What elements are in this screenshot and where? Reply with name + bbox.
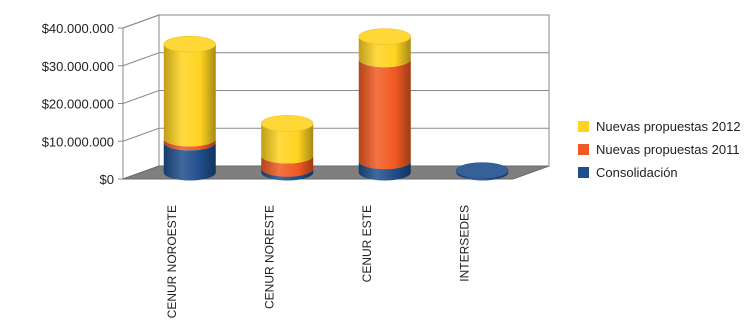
bar-top	[261, 115, 314, 132]
bar-stack	[456, 162, 509, 181]
gridline	[122, 14, 549, 29]
bar-stack	[358, 28, 411, 181]
gridlines	[122, 14, 549, 142]
legend-label-2012: Nuevas propuestas 2012	[596, 119, 741, 134]
bar-stack	[163, 35, 216, 181]
bar-segment	[456, 170, 509, 181]
legend-swatch-2012	[578, 121, 589, 132]
bar-segment	[163, 44, 216, 147]
category-labels: CENUR NOROESTE CENUR NORESTE CENUR ESTE INT…	[165, 205, 472, 318]
legend: Nuevas propuestas 2012 Nuevas propuestas…	[578, 118, 750, 187]
legend-label-consolidacion: Consolidación	[596, 165, 678, 180]
legend-item-2012: Nuevas propuestas 2012	[578, 118, 750, 135]
category-label: CENUR NORESTE	[262, 205, 276, 309]
category-label: CENUR ESTE	[360, 205, 374, 282]
category-label: INTERSEDES	[457, 205, 471, 282]
bar-segment	[358, 36, 411, 68]
y-tick-label: $20.000.000	[42, 97, 114, 112]
bar-segment	[261, 155, 314, 177]
bar-top	[456, 162, 509, 179]
bar-segment	[358, 59, 411, 170]
bar-stack	[261, 115, 314, 181]
y-tick-label: $30.000.000	[42, 59, 114, 74]
legend-swatch-consolidacion	[578, 167, 589, 178]
legend-swatch-2011	[578, 144, 589, 155]
bar-segment	[163, 138, 216, 151]
bar-segment	[261, 123, 314, 164]
bar-segment	[163, 142, 216, 181]
legend-item-consolidacion: Consolidación	[578, 164, 750, 181]
category-label: CENUR NOROESTE	[165, 205, 179, 318]
gridline	[122, 90, 549, 104]
bar-segment	[358, 161, 411, 181]
y-axis-ticks: $0 $10.000.000 $20.000.000 $30.000.000 $40.0…	[42, 21, 123, 187]
legend-label-2011: Nuevas propuestas 2011	[596, 142, 740, 157]
bars	[163, 28, 509, 181]
gridline	[122, 127, 549, 142]
y-tick-label: $10.000.000	[42, 134, 114, 149]
bar-top	[358, 28, 411, 45]
legend-item-2011: Nuevas propuestas 2011	[578, 141, 750, 158]
y-tick-label: $40.000.000	[42, 21, 114, 36]
bar-segment	[261, 168, 314, 181]
bar-top	[163, 35, 216, 53]
y-tick-label: $0	[100, 172, 114, 187]
gridline	[122, 52, 549, 67]
